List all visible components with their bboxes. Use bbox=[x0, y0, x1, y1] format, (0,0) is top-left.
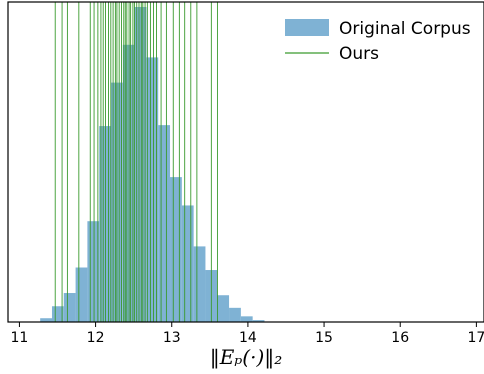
histogram-bar bbox=[229, 307, 241, 322]
histogram-bar bbox=[87, 221, 100, 322]
histogram-bar bbox=[181, 205, 194, 322]
legend: Original Corpus Ours bbox=[285, 19, 471, 64]
histogram-bar bbox=[193, 246, 206, 322]
legend-label-original-corpus: Original Corpus bbox=[339, 19, 471, 39]
histogram-bar bbox=[240, 316, 253, 322]
legend-label-ours: Ours bbox=[339, 44, 379, 64]
histogram-bar bbox=[170, 177, 182, 322]
x-tick-label: 15 bbox=[315, 330, 333, 346]
x-tick-label: 17 bbox=[467, 330, 484, 346]
histogram-bar bbox=[252, 320, 265, 322]
legend-swatch-original-corpus bbox=[285, 19, 329, 36]
histogram-bar bbox=[51, 306, 64, 322]
histogram-bar bbox=[158, 125, 171, 322]
x-tick-label: 16 bbox=[391, 330, 409, 346]
x-tick-label: 13 bbox=[163, 330, 181, 346]
x-tick-label: 12 bbox=[87, 330, 105, 346]
x-axis-ticks: 11 12 13 14 15 16 17 bbox=[11, 322, 484, 346]
plot-frame bbox=[7, 1, 484, 323]
x-axis-label: ‖Eₚ(·)‖₂ bbox=[210, 345, 283, 370]
histogram-bar bbox=[146, 57, 159, 323]
histogram-bar bbox=[63, 293, 76, 322]
corpus-histogram-bars bbox=[40, 7, 265, 323]
x-tick-label: 11 bbox=[11, 330, 29, 346]
histogram-bar bbox=[134, 7, 147, 322]
histogram-bar bbox=[40, 318, 52, 322]
x-tick-label: 14 bbox=[239, 330, 257, 346]
ours-vertical-lines bbox=[54, 2, 218, 322]
histogram-bar bbox=[217, 295, 230, 322]
histogram-bar bbox=[75, 267, 88, 322]
